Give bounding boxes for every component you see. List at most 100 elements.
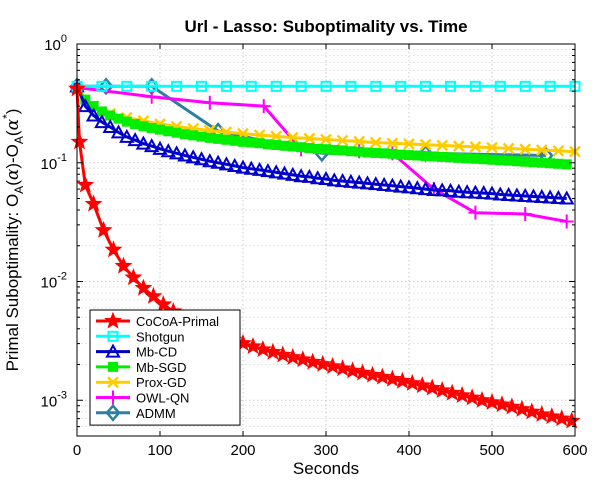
- point-mb-cd: [260, 163, 276, 178]
- legend-marker: [106, 390, 120, 405]
- point-mb-cd: [434, 182, 450, 197]
- point-cocoa-primal: [403, 373, 422, 391]
- point-cocoa-primal: [124, 268, 143, 286]
- point-mb-sgd: [420, 150, 431, 161]
- point-mb-sgd: [428, 151, 439, 162]
- point-mb-cd: [127, 132, 143, 147]
- point-shotgun: [146, 80, 158, 92]
- point-cocoa-primal: [512, 399, 531, 417]
- point-cocoa-primal: [383, 369, 402, 387]
- point-cocoa-primal: [542, 407, 561, 425]
- point-shotgun: [469, 80, 481, 92]
- point-shotgun: [420, 80, 432, 92]
- axis-ticks: 0 100 200 300 400 500 600 100 10-1 10-2 10-3: [41, 33, 588, 459]
- point-owl-qn: [468, 205, 483, 220]
- legend-item-cocoa-primal: CoCoA-Primal: [96, 311, 219, 329]
- point-cocoa-primal: [84, 194, 103, 212]
- legend-marker: [105, 343, 121, 358]
- y-tick-label: 10-2: [41, 271, 67, 292]
- point-mb-cd: [193, 151, 210, 166]
- point-cocoa-primal: [244, 336, 262, 355]
- point-shotgun: [96, 80, 108, 92]
- point-mb-cd: [542, 189, 558, 204]
- point-cocoa-primal: [443, 383, 462, 401]
- point-mb-cd: [326, 172, 342, 187]
- point-shotgun: [494, 80, 506, 92]
- point-mb-sgd: [495, 155, 506, 166]
- point-shotgun: [370, 80, 382, 92]
- point-cocoa-primal: [473, 390, 491, 408]
- point-cocoa-primal: [70, 132, 89, 150]
- legend-marker: [108, 361, 118, 372]
- point-prox-gd: [353, 135, 366, 148]
- point-cocoa-primal: [413, 376, 432, 394]
- point-mb-cd: [210, 154, 226, 169]
- point-cocoa-primal: [552, 409, 571, 427]
- point-mb-sgd: [221, 134, 232, 145]
- point-owl-qn: [518, 207, 533, 222]
- point-mb-sgd: [188, 130, 199, 141]
- point-mb-sgd: [337, 145, 348, 156]
- point-mb-sgd: [387, 148, 398, 159]
- point-mb-sgd: [321, 144, 331, 155]
- point-mb-cd: [227, 157, 243, 172]
- point-cocoa-primal: [263, 342, 282, 360]
- point-mb-cd: [550, 189, 567, 204]
- point-shotgun: [121, 80, 133, 92]
- point-mb-sgd: [121, 116, 132, 127]
- point-mb-sgd: [561, 159, 572, 170]
- point-mb-cd: [160, 143, 176, 158]
- point-prox-gd: [552, 144, 565, 157]
- point-mb-cd: [459, 184, 475, 199]
- point-mb-cd: [310, 170, 326, 185]
- point-mb-cd: [276, 165, 293, 180]
- point-mb-cd: [376, 176, 392, 191]
- point-owl-qn: [144, 89, 159, 104]
- point-mb-sgd: [487, 154, 497, 165]
- x-tick-label: 400: [396, 442, 421, 459]
- point-mb-cd: [534, 188, 550, 203]
- point-prox-gd: [535, 144, 548, 156]
- legend-marker: [107, 376, 119, 389]
- chart-title: Url - Lasso: Suboptimality vs. Time: [184, 17, 467, 36]
- legend-item-mb-cd: Mb-CD: [96, 343, 177, 360]
- point-mb-cd: [334, 173, 351, 188]
- point-mb-cd: [285, 166, 301, 181]
- point-mb-sgd: [553, 158, 564, 169]
- point-shotgun: [320, 80, 332, 92]
- legend: CoCoA-PrimalShotgunMb-CDMb-SGDProx-GDOWL…: [89, 309, 241, 426]
- point-mb-sgd: [545, 158, 556, 169]
- series-shotgun: [71, 80, 581, 92]
- point-prox-gd: [320, 133, 332, 146]
- point-mb-cd: [218, 156, 235, 171]
- point-mb-sgd: [138, 121, 149, 132]
- point-cocoa-primal: [313, 354, 332, 372]
- point-cocoa-primal: [463, 388, 482, 406]
- point-mb-cd: [500, 186, 517, 202]
- point-mb-cd: [484, 185, 500, 200]
- point-mb-sgd: [146, 123, 157, 134]
- point-mb-sgd: [171, 127, 182, 138]
- point-prox-gd: [436, 139, 449, 152]
- x-axis-label: Seconds: [293, 459, 359, 478]
- point-mb-cd: [168, 145, 185, 160]
- point-mb-sgd: [254, 138, 265, 149]
- point-mb-cd: [426, 181, 442, 196]
- point-cocoa-primal: [253, 339, 272, 358]
- point-cocoa-primal: [522, 402, 541, 420]
- point-mb-sgd: [412, 150, 423, 161]
- point-mb-sgd: [470, 153, 481, 164]
- point-mb-sgd: [404, 150, 414, 161]
- point-cocoa-primal: [273, 345, 292, 363]
- legend-label: OWL-QN: [136, 391, 189, 406]
- point-mb-cd: [492, 186, 508, 201]
- point-cocoa-primal: [423, 378, 442, 396]
- point-mb-sgd: [304, 143, 315, 154]
- point-mb-sgd: [204, 132, 215, 143]
- point-mb-cd: [119, 128, 135, 143]
- point-mb-cd: [243, 160, 259, 175]
- point-prox-gd: [386, 137, 399, 150]
- point-mb-sgd: [478, 154, 489, 165]
- point-mb-sgd: [163, 126, 174, 137]
